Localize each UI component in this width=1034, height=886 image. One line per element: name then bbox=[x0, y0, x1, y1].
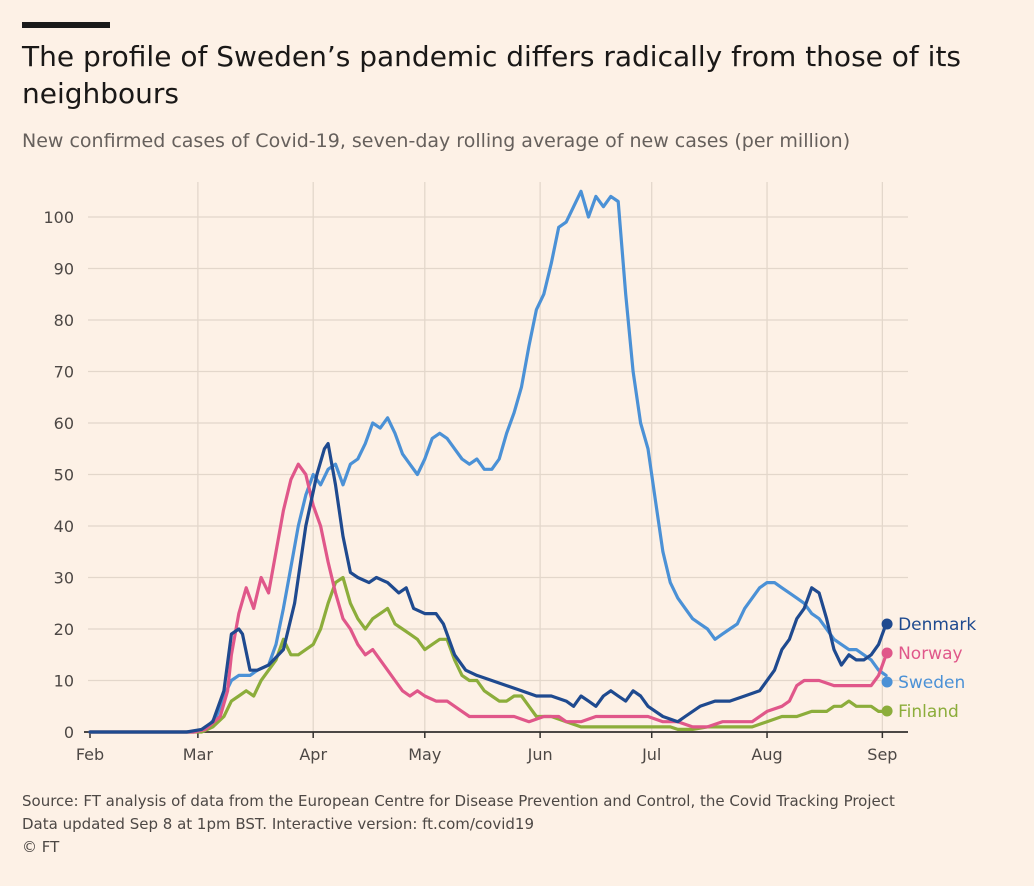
x-tick-label: Jul bbox=[641, 745, 661, 764]
legend-marker-finland bbox=[881, 705, 893, 717]
y-tick-label: 100 bbox=[43, 208, 74, 227]
line-chart: Feb Mar Apr May Jun Jul Aug Sep 0 10 20 30 40 50 60 70 8… bbox=[43, 182, 976, 764]
series-lines bbox=[88, 189, 888, 734]
copyright: © FT bbox=[22, 838, 60, 856]
source-note: Source: FT analysis of data from the Eur… bbox=[22, 792, 895, 810]
x-tick-label: Feb bbox=[76, 745, 104, 764]
header-rule bbox=[22, 22, 110, 28]
x-tick-label: Jun bbox=[527, 745, 553, 764]
y-tick-label: 30 bbox=[54, 569, 74, 588]
legend-label-finland: Finland bbox=[898, 702, 959, 722]
x-tick-label: May bbox=[408, 745, 441, 764]
x-tick-label: Apr bbox=[299, 745, 327, 764]
x-tick-label: Sep bbox=[867, 745, 897, 764]
y-tick-label: 10 bbox=[54, 672, 74, 691]
grid bbox=[88, 182, 908, 732]
footer: Source: FT analysis of data from the Eur… bbox=[22, 790, 1022, 859]
y-tick-label: 80 bbox=[54, 311, 74, 330]
series-line-denmark bbox=[88, 442, 888, 734]
x-tick-label: Aug bbox=[751, 745, 782, 764]
y-tick-label: 60 bbox=[54, 414, 74, 433]
y-tick-label: 50 bbox=[54, 466, 74, 485]
y-tick-label: 20 bbox=[54, 620, 74, 639]
legend-label-sweden: Sweden bbox=[898, 673, 965, 693]
series-line-finland bbox=[88, 575, 888, 734]
series-line-norway bbox=[88, 462, 888, 734]
y-tick-label: 0 bbox=[64, 723, 74, 742]
legend-marker-sweden bbox=[881, 676, 893, 688]
axes: Feb Mar Apr May Jun Jul Aug Sep 0 10 20 30 40 50 60 70 8… bbox=[43, 208, 908, 764]
x-tick-label: Mar bbox=[183, 745, 214, 764]
y-tick-label: 70 bbox=[54, 363, 74, 382]
legend-marker-denmark bbox=[881, 618, 893, 630]
legend-marker-norway bbox=[881, 647, 893, 659]
legend: Denmark Norway Sweden Finland bbox=[881, 615, 976, 722]
y-tick-label: 90 bbox=[54, 260, 74, 279]
chart-title: The profile of Sweden’s pandemic differs… bbox=[22, 40, 962, 110]
chart-subtitle: New confirmed cases of Covid-19, seven-d… bbox=[22, 130, 851, 152]
update-note: Data updated Sep 8 at 1pm BST. Interacti… bbox=[22, 815, 534, 833]
legend-label-denmark: Denmark bbox=[898, 615, 976, 635]
legend-label-norway: Norway bbox=[898, 644, 963, 664]
y-tick-label: 40 bbox=[54, 517, 74, 536]
